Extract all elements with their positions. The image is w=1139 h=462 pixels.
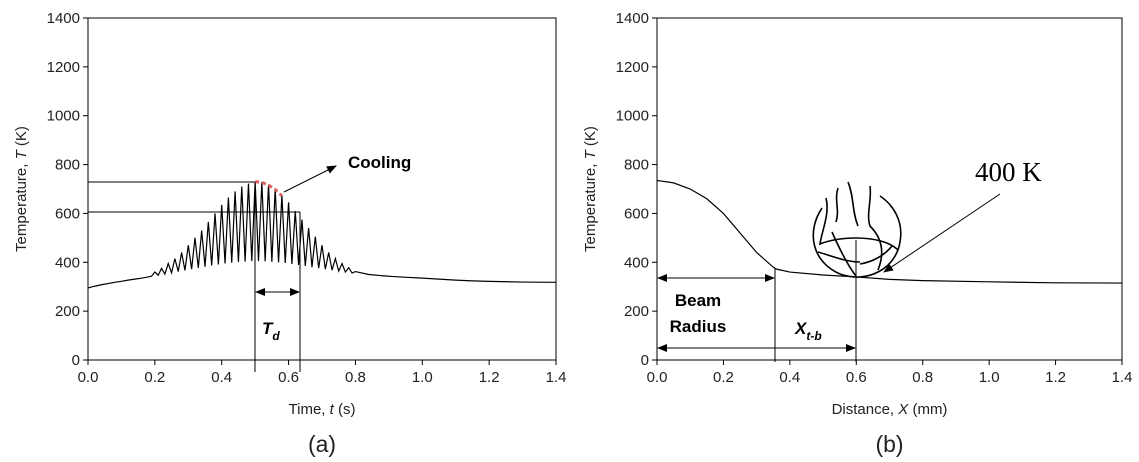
distance-label: Xt-b <box>794 319 822 343</box>
y-axis-label-part: (K) <box>13 126 30 150</box>
plot-frame <box>87 17 557 361</box>
y-axis-label-part: (K) <box>582 126 599 150</box>
x-tick-label: 0.6 <box>278 369 299 386</box>
x-axis-label-part: Time, <box>289 401 330 418</box>
x-tick-label: 1.4 <box>1112 369 1133 386</box>
cooling-arrow <box>283 165 337 193</box>
data-line <box>87 181 557 289</box>
y-tick-label: 600 <box>624 205 649 222</box>
cooling-label: Cooling <box>348 153 411 172</box>
y-axis-label-part: T <box>13 148 30 159</box>
x-tick-label: 1.2 <box>1045 369 1066 386</box>
y-tick-label: 800 <box>55 157 80 174</box>
caption: (a) <box>308 431 336 457</box>
y-tick-label: 1000 <box>47 108 80 125</box>
threshold-arrow <box>883 193 1001 273</box>
x-axis-label: Time, t (s) <box>289 401 356 418</box>
x-tick-label: 0.2 <box>713 369 734 386</box>
y-tick-label: 1400 <box>616 10 649 27</box>
y-tick-label: 0 <box>641 352 649 369</box>
y-axis-label: Temperature, T (K) <box>582 126 599 252</box>
x-tick-label: 1.2 <box>479 369 500 386</box>
x-axis-label-part: t <box>330 401 335 418</box>
particle-sketch <box>812 181 902 278</box>
x-axis-label-part: X <box>897 401 909 418</box>
threshold-label: 400 K <box>975 157 1042 187</box>
y-tick-label: 1400 <box>47 10 80 27</box>
beam-radius-line: Beam <box>675 291 721 310</box>
y-axis-label: Temperature, T (K) <box>13 126 30 252</box>
sketch-stroke <box>831 187 857 277</box>
y-tick-label: 1000 <box>616 108 649 125</box>
x-axis-label-part: (s) <box>334 401 356 418</box>
x-tick-label: 0.2 <box>144 369 165 386</box>
x-tick-label: 0.4 <box>779 369 800 386</box>
x-tick-label: 1.0 <box>979 369 1000 386</box>
duration-label-main: T <box>262 319 274 338</box>
x-tick-label: 0.6 <box>846 369 867 386</box>
sketch-stroke <box>867 185 883 271</box>
sketch-stroke <box>847 181 893 265</box>
data-line <box>656 179 1123 284</box>
beam-radius-label: Beam Radius <box>670 291 727 336</box>
x-tick-label: 1.4 <box>546 369 567 386</box>
y-axis-label-part: Temperature, <box>13 159 30 252</box>
duration-label-sub: d <box>272 329 280 343</box>
y-axis-label-part: Temperature, <box>582 159 599 252</box>
y-tick-label: 400 <box>55 254 80 271</box>
x-tick-label: 0.4 <box>211 369 232 386</box>
y-axis-label-part: T <box>582 148 599 159</box>
y-tick-label: 200 <box>55 303 80 320</box>
y-tick-label: 0 <box>72 352 80 369</box>
distance-label-main: X <box>794 319 808 338</box>
x-axis-label-part: Distance, <box>832 401 899 418</box>
caption: (b) <box>875 431 903 457</box>
y-tick-label: 1200 <box>47 59 80 76</box>
y-tick-label: 400 <box>624 254 649 271</box>
plot-frame <box>656 17 1123 361</box>
x-tick-label: 0.0 <box>78 369 99 386</box>
sketch-stroke <box>819 197 899 251</box>
y-tick-label: 200 <box>624 303 649 320</box>
distance-label-sub: t-b <box>806 329 821 343</box>
x-tick-label: 0.8 <box>345 369 366 386</box>
x-tick-label: 0.8 <box>912 369 933 386</box>
x-axis-label-part: (mm) <box>908 401 947 418</box>
x-tick-label: 0.0 <box>647 369 668 386</box>
sketch-stroke <box>817 251 861 263</box>
y-tick-label: 800 <box>624 157 649 174</box>
x-axis-label: Distance, X (mm) <box>832 401 948 418</box>
y-tick-label: 1200 <box>616 59 649 76</box>
beam-radius-line: Radius <box>670 317 727 336</box>
x-tick-label: 1.0 <box>412 369 433 386</box>
duration-label: Td <box>262 319 280 343</box>
sketch-stroke <box>812 195 902 278</box>
y-tick-label: 600 <box>55 205 80 222</box>
